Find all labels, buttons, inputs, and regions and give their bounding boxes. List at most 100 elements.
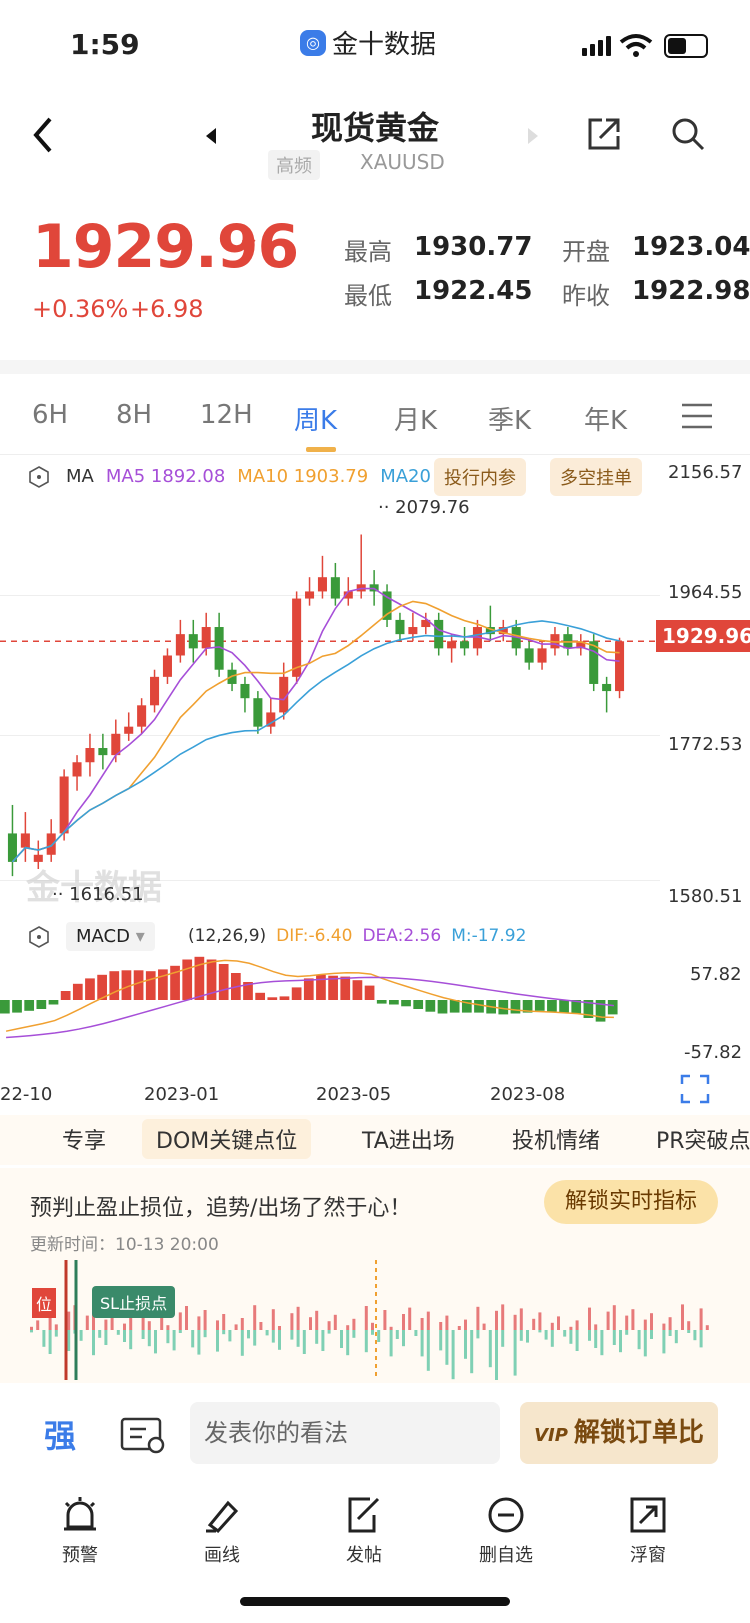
candle-body — [408, 627, 418, 635]
macd-bar — [194, 956, 205, 1000]
ma5-line — [11, 587, 620, 863]
candlestick-chart[interactable] — [0, 470, 660, 910]
strong-icon[interactable]: 强 — [44, 1411, 76, 1457]
dom-bar-up — [104, 1319, 108, 1330]
prev-close-label: 昨收 — [562, 282, 610, 310]
nav-alert-label: 预警 — [62, 1545, 98, 1566]
gridline — [0, 595, 660, 596]
dom-bar-down — [519, 1330, 523, 1341]
candle-body — [85, 748, 95, 763]
tab-week-k[interactable]: 周K — [294, 406, 338, 436]
dom-bar-down — [278, 1330, 281, 1350]
dom-bar-up — [216, 1320, 219, 1330]
orders-button[interactable]: 多空挂单 — [550, 458, 642, 496]
low-annotation: ·· 1616.51 — [52, 884, 144, 905]
dom-bar-down — [600, 1330, 604, 1356]
dom-bar-down — [402, 1330, 405, 1347]
macd-selector[interactable]: MACD ▾ — [66, 922, 155, 951]
app-indicator[interactable]: ◎ 金十数据 — [300, 24, 436, 61]
fullscreen-icon[interactable] — [680, 1074, 710, 1104]
tab-6h[interactable]: 6H — [32, 400, 69, 430]
share-icon[interactable] — [586, 116, 622, 152]
promo-text: 预判止盈止损位，追势/出场了然于心！ — [30, 1196, 412, 1221]
candle-body — [447, 641, 457, 649]
nav-alert[interactable]: 预警 — [30, 1495, 130, 1567]
dom-bar-up — [495, 1310, 498, 1330]
dom-bar-down — [662, 1330, 666, 1354]
menu-icon[interactable] — [680, 402, 714, 430]
macd-bar — [170, 965, 180, 1000]
macd-bar — [145, 971, 156, 1000]
tab-quarter-k[interactable]: 季K — [488, 406, 532, 436]
macd-bar — [559, 1000, 569, 1013]
active-tab-indicator — [306, 447, 336, 452]
dom-bar-down — [371, 1330, 374, 1335]
comment-input[interactable]: 发表你的看法 — [190, 1402, 500, 1464]
current-price-tag: 1929.96 — [656, 620, 750, 652]
dom-bar-up — [699, 1308, 703, 1330]
dom-bar-up — [705, 1325, 709, 1330]
dom-bar-up — [426, 1311, 430, 1330]
candle-body — [137, 705, 147, 727]
dom-bar-up — [687, 1321, 691, 1330]
dom-bar-up — [129, 1317, 133, 1330]
macd-bar — [36, 1000, 47, 1009]
prev-arrow-icon[interactable] — [204, 126, 218, 146]
dom-bar-down — [420, 1330, 424, 1357]
tab-year-k[interactable]: 年K — [584, 406, 628, 436]
subtab-dom[interactable]: DOM关键点位 — [142, 1119, 312, 1159]
subtab-ta[interactable]: TA进出场 — [362, 1129, 455, 1154]
candle-body — [317, 577, 327, 592]
float-window-icon — [630, 1497, 666, 1533]
chart-top-border — [0, 454, 750, 455]
nav-post[interactable]: 发帖 — [314, 1495, 414, 1567]
y-tick: 1772.53 — [668, 734, 743, 755]
unlock-indicator-button[interactable]: 解锁实时指标 — [544, 1180, 718, 1224]
dom-bar-down — [216, 1330, 219, 1352]
subtab-exclusive[interactable]: 专享 — [62, 1129, 107, 1154]
next-arrow-icon[interactable] — [526, 126, 540, 146]
dom-bar-down — [92, 1330, 95, 1356]
nav-draw[interactable]: 画线 — [172, 1495, 272, 1567]
divider-band — [0, 360, 750, 374]
dom-bar-up — [203, 1310, 207, 1330]
candle-body — [175, 634, 185, 656]
dom-bar-up — [625, 1315, 629, 1330]
dom-bar-down — [203, 1330, 207, 1338]
tab-12h[interactable]: 12H — [200, 400, 253, 430]
tab-month-k[interactable]: 月K — [394, 406, 438, 436]
dom-bar-down — [129, 1330, 133, 1350]
macd-dea: DEA:2.56 — [362, 926, 442, 946]
back-icon[interactable] — [30, 115, 56, 155]
alarm-icon — [64, 1497, 96, 1531]
unlock-order-ratio-button[interactable]: VIP 解锁订单比 — [520, 1402, 718, 1464]
search-icon[interactable] — [670, 116, 706, 152]
hexagon-settings-icon[interactable] — [28, 466, 50, 488]
subtab-pr[interactable]: PR突破点 — [656, 1129, 750, 1154]
tab-8h[interactable]: 8H — [116, 400, 153, 430]
candle-body — [343, 591, 353, 599]
nav-remove-watchlist[interactable]: 删自选 — [456, 1495, 556, 1567]
update-time: 更新时间：10-13 20:00 — [30, 1235, 219, 1255]
high-annotation: ·· 2079.76 — [378, 497, 470, 518]
dom-bar-down — [340, 1330, 343, 1348]
bottom-nav: 预警 画线 发帖 删自选 浮窗 — [0, 1495, 750, 1605]
current-price: 1929.96 — [32, 212, 299, 282]
chevron-down-icon: ▾ — [135, 926, 145, 947]
dom-bar-down — [154, 1330, 157, 1354]
dom-bar-down — [352, 1330, 356, 1338]
dom-bar-down — [588, 1330, 591, 1341]
ma-legend: MA MA5 1892.08 MA10 1903.79 MA20 — [66, 466, 431, 487]
macd-chart[interactable] — [0, 955, 660, 1065]
dom-bar-down — [426, 1330, 430, 1371]
dom-bar-up — [240, 1318, 244, 1330]
research-button[interactable]: 投行内参 — [434, 458, 526, 496]
subtab-sentiment[interactable]: 投机情绪 — [512, 1129, 601, 1154]
pen-icon — [206, 1500, 239, 1534]
macd-settings-icon[interactable] — [28, 926, 50, 948]
dom-bar-down — [253, 1330, 257, 1346]
nav-float-window[interactable]: 浮窗 — [598, 1495, 698, 1567]
dom-bar-up — [501, 1304, 505, 1330]
ticket-icon[interactable] — [120, 1415, 166, 1455]
candle-body — [72, 762, 82, 777]
